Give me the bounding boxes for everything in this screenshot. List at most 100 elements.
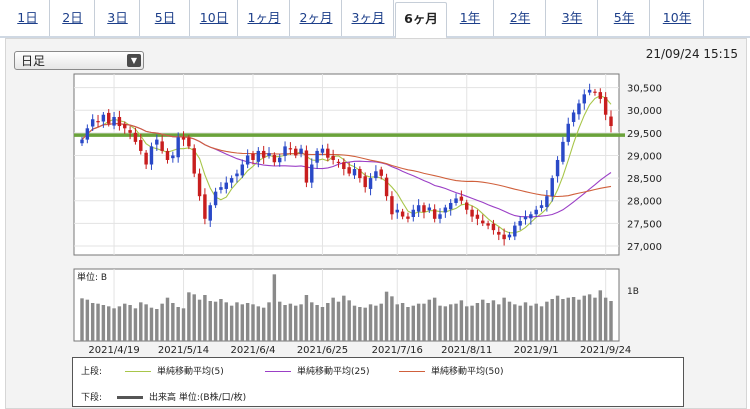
y-tick-label: 29,000 bbox=[627, 151, 662, 162]
volume-bar bbox=[577, 299, 581, 341]
candle-body bbox=[561, 141, 565, 162]
volume-bar bbox=[598, 290, 603, 341]
volume-bar bbox=[475, 303, 480, 341]
candle-body bbox=[197, 173, 202, 197]
volume-bar bbox=[390, 296, 394, 341]
legend-volume-label: 出来高 単位:(B株/口/枚) bbox=[149, 393, 247, 403]
candle-body bbox=[534, 209, 538, 215]
volume-bar bbox=[395, 304, 399, 341]
tab-period-12[interactable]: 5年 bbox=[599, 0, 650, 36]
moving-average-50-line bbox=[81, 122, 612, 198]
candle-body bbox=[390, 196, 394, 215]
candle-body bbox=[160, 141, 164, 151]
legend-lower-title: 下段: bbox=[81, 393, 103, 403]
tab-period-9[interactable]: 1年 bbox=[447, 0, 494, 36]
candle-body bbox=[448, 202, 453, 210]
candle-body bbox=[603, 97, 608, 115]
candle-body bbox=[261, 150, 266, 158]
legend-ma-item-0: 単純移動平均(5) bbox=[125, 364, 224, 377]
tab-period-1[interactable]: 2日 bbox=[51, 0, 95, 36]
candle-body bbox=[117, 116, 122, 127]
volume-bar bbox=[112, 308, 116, 341]
volume-bar bbox=[326, 303, 330, 341]
volume-bar bbox=[123, 303, 127, 341]
volume-bar bbox=[566, 297, 570, 341]
volume-bar bbox=[90, 303, 95, 341]
volume-bar bbox=[513, 304, 517, 341]
candle-body bbox=[438, 214, 442, 219]
candle-body bbox=[192, 148, 196, 174]
x-tick-label: 2021/9/1 bbox=[514, 345, 559, 356]
candle-body bbox=[251, 153, 255, 160]
y-tick-label: 28,000 bbox=[627, 197, 662, 208]
candle-body bbox=[550, 178, 554, 197]
x-tick-label: 2021/8/11 bbox=[441, 345, 492, 356]
volume-bar bbox=[267, 302, 271, 341]
candle-body bbox=[411, 209, 416, 217]
legend-ma-label: 単純移動平均(25) bbox=[297, 367, 370, 377]
volume-bar bbox=[502, 297, 506, 341]
candle-body bbox=[593, 91, 597, 93]
candle-body bbox=[171, 155, 175, 159]
volume-bar bbox=[208, 301, 212, 341]
tab-period-7[interactable]: 3ヶ月 bbox=[343, 0, 394, 36]
volume-bar bbox=[165, 297, 170, 341]
candle-body bbox=[609, 116, 613, 127]
candle-body bbox=[384, 177, 389, 197]
volume-bar bbox=[176, 307, 180, 341]
volume-bar bbox=[171, 303, 175, 341]
candle-body bbox=[336, 161, 341, 163]
tab-period-13[interactable]: 10年 bbox=[651, 0, 704, 36]
volume-bar bbox=[299, 304, 303, 341]
chevron-down-icon[interactable]: ▼ bbox=[127, 54, 141, 67]
timestamp: 21/09/24 15:15 bbox=[645, 47, 738, 61]
tab-period-5[interactable]: 1ヶ月 bbox=[239, 0, 290, 36]
volume-bar bbox=[155, 309, 159, 341]
volume-bar bbox=[320, 307, 325, 341]
candle-body bbox=[267, 153, 271, 156]
tab-period-6[interactable]: 2ヶ月 bbox=[291, 0, 342, 36]
candle-body bbox=[555, 159, 560, 177]
candle-body bbox=[90, 119, 95, 127]
volume-bar bbox=[422, 303, 426, 341]
candle-body bbox=[475, 214, 480, 219]
volume-bar bbox=[256, 306, 261, 341]
candle-body bbox=[598, 92, 603, 99]
candle-body bbox=[374, 171, 378, 179]
candle-body bbox=[213, 191, 218, 206]
price-plot-area bbox=[73, 73, 620, 256]
volume-bar bbox=[96, 303, 100, 341]
candle-body bbox=[465, 202, 469, 210]
tab-period-3[interactable]: 5日 bbox=[141, 0, 190, 36]
volume-bar bbox=[571, 297, 576, 341]
legend-ma-swatch bbox=[399, 371, 425, 372]
volume-bar bbox=[497, 304, 501, 341]
tab-period-11[interactable]: 3年 bbox=[547, 0, 598, 36]
volume-bar bbox=[432, 297, 437, 341]
volume-bar bbox=[534, 303, 538, 341]
tab-period-4[interactable]: 10日 bbox=[191, 0, 238, 36]
tab-period-2[interactable]: 3日 bbox=[96, 0, 140, 36]
candle-body bbox=[368, 178, 373, 189]
candle-body bbox=[518, 221, 522, 226]
candle-body bbox=[80, 139, 84, 144]
candle-body bbox=[427, 207, 432, 211]
volume-bar bbox=[561, 299, 565, 341]
candle-body bbox=[523, 216, 528, 220]
tab-period-10[interactable]: 2年 bbox=[495, 0, 546, 36]
volume-bar bbox=[529, 305, 533, 341]
candle-body bbox=[352, 169, 357, 176]
candle-body bbox=[219, 187, 223, 190]
volume-bar bbox=[144, 304, 148, 341]
volume-bar bbox=[192, 294, 196, 341]
candle-body bbox=[582, 94, 587, 104]
volume-bar bbox=[593, 297, 597, 341]
volume-bar bbox=[507, 301, 512, 341]
volume-bar bbox=[486, 303, 490, 341]
tab-period-8[interactable]: 6ヶ月 bbox=[395, 2, 447, 39]
candle-body bbox=[571, 112, 576, 122]
candle-period-select[interactable]: 日足 ▼ bbox=[14, 51, 144, 70]
tab-period-0[interactable]: 1日 bbox=[6, 0, 50, 36]
candle-body bbox=[432, 209, 437, 219]
y-tick-label: 30,000 bbox=[627, 106, 662, 117]
